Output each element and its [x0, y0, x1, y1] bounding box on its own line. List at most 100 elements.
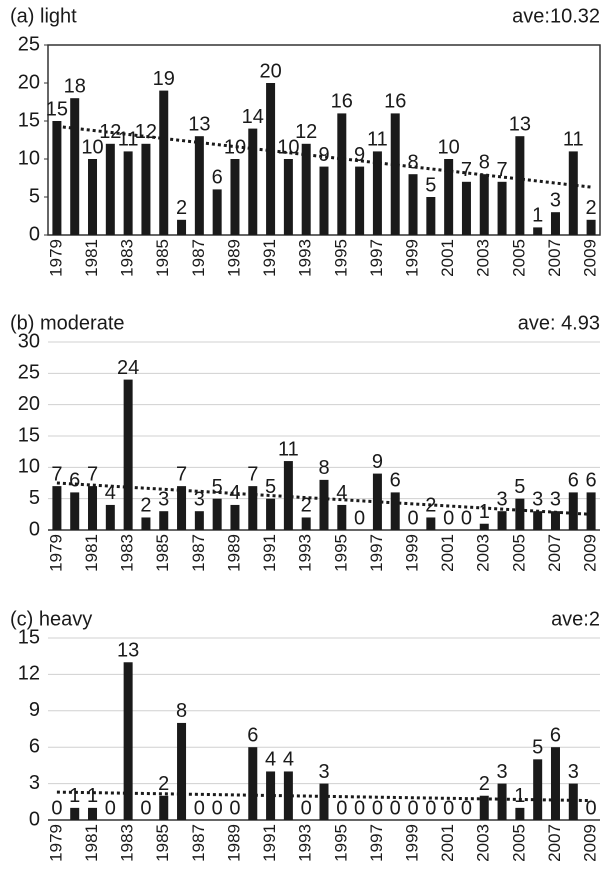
value-label: 0	[194, 797, 205, 819]
value-label: 0	[336, 797, 347, 819]
bar	[52, 486, 62, 530]
x-tick-label: 2005	[509, 239, 528, 277]
bar	[248, 486, 258, 530]
bar	[497, 783, 507, 820]
bar	[212, 189, 222, 235]
value-label: 16	[331, 91, 353, 113]
x-tick-label: 1993	[296, 824, 315, 862]
bar	[88, 807, 98, 820]
value-label: 12	[135, 121, 157, 143]
value-label: 9	[354, 144, 365, 166]
value-label: 0	[212, 797, 223, 819]
value-label: 8	[318, 457, 329, 479]
panel-title: (c) heavy	[10, 608, 92, 630]
value-label: 0	[407, 507, 418, 529]
x-tick-label: 2001	[438, 824, 457, 862]
y-tick-label: 0	[29, 808, 40, 830]
value-label: 18	[64, 75, 86, 97]
y-tick-label: 3	[29, 772, 40, 794]
x-tick-label: 1979	[46, 534, 65, 572]
value-label: 0	[51, 797, 62, 819]
y-tick-label: 15	[18, 626, 40, 648]
panel-title: (b) moderate	[10, 312, 125, 334]
bar	[372, 151, 382, 235]
value-label: 7	[247, 463, 258, 485]
bar	[355, 166, 365, 235]
x-tick-label: 1989	[224, 534, 243, 572]
y-tick-label: 25	[18, 33, 40, 55]
value-label: 3	[568, 761, 579, 783]
value-label: 7	[497, 159, 508, 181]
bar	[479, 523, 489, 530]
bar	[408, 174, 418, 235]
value-label: 13	[188, 113, 210, 135]
value-label: 3	[497, 761, 508, 783]
value-label: 10	[224, 136, 246, 158]
bar	[141, 143, 151, 235]
bar	[248, 747, 258, 820]
bar	[497, 511, 507, 530]
value-label: 5	[425, 174, 436, 196]
bar	[586, 492, 596, 530]
bar	[479, 174, 489, 235]
value-label: 16	[384, 91, 406, 113]
x-tick-label: 2009	[581, 824, 600, 862]
value-label: 3	[318, 761, 329, 783]
y-tick-label: 20	[18, 393, 40, 415]
value-label: 9	[372, 451, 383, 473]
value-label: 3	[158, 488, 169, 510]
y-tick-label: 10	[18, 147, 40, 169]
bar	[177, 219, 187, 235]
bar	[159, 795, 169, 820]
x-tick-label: 1987	[189, 824, 208, 862]
bar	[141, 517, 151, 530]
value-label: 12	[99, 121, 121, 143]
value-label: 13	[117, 640, 139, 662]
value-label: 8	[479, 151, 490, 173]
value-label: 6	[247, 724, 258, 746]
value-label: 0	[443, 797, 454, 819]
bar	[444, 159, 454, 235]
value-label: 8	[176, 700, 187, 722]
value-label: 7	[87, 463, 98, 485]
bar	[479, 795, 489, 820]
value-label: 0	[354, 507, 365, 529]
value-label: 3	[532, 488, 543, 510]
x-tick-label: 1999	[403, 824, 422, 862]
bar	[266, 83, 276, 235]
value-label: 2	[479, 773, 490, 795]
bar	[515, 807, 525, 820]
bar	[105, 504, 115, 530]
value-label: 4	[105, 482, 116, 504]
bar	[550, 212, 560, 235]
value-label: 11	[563, 129, 584, 151]
value-label: 20	[259, 60, 281, 82]
bar	[337, 113, 347, 235]
bar	[337, 504, 347, 530]
value-label: 5	[532, 737, 543, 759]
bar	[194, 511, 204, 530]
x-tick-label: 1991	[260, 824, 279, 862]
value-label: 1	[514, 785, 525, 807]
bar	[70, 807, 80, 820]
value-label: 15	[46, 98, 68, 120]
value-label: 7	[51, 463, 62, 485]
value-label: 0	[301, 797, 312, 819]
value-label: 10	[438, 136, 460, 158]
value-label: 2	[140, 495, 151, 517]
x-tick-label: 1991	[260, 534, 279, 572]
x-tick-label: 1995	[331, 824, 350, 862]
x-tick-label: 1983	[118, 239, 137, 277]
value-label: 1	[532, 205, 543, 227]
value-label: 6	[550, 724, 561, 746]
y-tick-label: 25	[18, 362, 40, 384]
bar	[586, 219, 596, 235]
annotation: ave:10.32	[512, 5, 600, 27]
bar	[283, 771, 293, 820]
value-label: 1	[479, 501, 490, 523]
value-label: 12	[295, 121, 317, 143]
value-label: 0	[229, 797, 240, 819]
value-label: 2	[176, 197, 187, 219]
value-label: 1	[69, 785, 80, 807]
x-tick-label: 2007	[545, 239, 564, 277]
